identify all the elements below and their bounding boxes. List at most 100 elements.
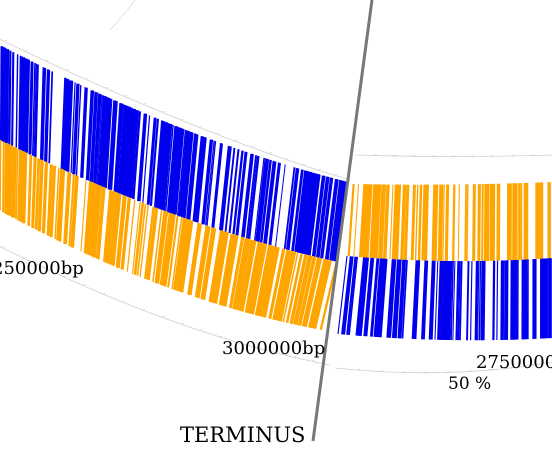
gene-bar-minus-strand — [174, 218, 187, 291]
gene-bar-plus-strand — [430, 260, 436, 340]
tick-mark-outer-left: — — [105, 85, 108, 89]
gene-bar-minus-strand — [120, 197, 132, 270]
gene-bar-plus-strand — [159, 122, 169, 210]
gene-bar-plus-strand — [65, 80, 73, 172]
tick-mark-outer-left: — — [334, 172, 337, 176]
tick-mark-inner-left: — — [123, 299, 126, 303]
gene-bar-plus-strand — [275, 164, 286, 247]
gene-bar-plus-strand — [334, 181, 347, 262]
gene-bar-minus-strand — [103, 189, 112, 262]
gene-bar-minus-strand — [301, 257, 321, 327]
gene-bar-plus-strand — [259, 159, 272, 243]
gene-bar-plus-strand — [206, 141, 217, 226]
gene-bar-minus-strand — [363, 184, 370, 258]
gene-bar-minus-strand — [435, 184, 439, 261]
gene-bar-plus-strand — [331, 180, 345, 262]
gene-bar-minus-strand — [235, 238, 252, 311]
gene-bar-minus-strand — [440, 184, 444, 261]
gene-bar-plus-strand — [194, 136, 207, 223]
gene-bar-minus-strand — [197, 226, 211, 299]
tick-mark-outer-right: — — [452, 154, 455, 158]
tick-mark-outer-left: — — [45, 58, 48, 62]
gene-bar-minus-strand — [5, 143, 10, 215]
gene-bar-plus-strand — [20, 57, 25, 151]
gene-bar-plus-strand — [457, 261, 461, 341]
gene-bar-minus-strand — [200, 227, 214, 300]
tick-mark-inner-left: — — [181, 321, 184, 325]
gene-bar-minus-strand — [111, 193, 122, 266]
tick-mark-outer-left: — — [269, 151, 272, 155]
tick-mark-outer-right: — — [511, 153, 514, 157]
gene-bar-minus-strand — [215, 232, 229, 304]
gene-bar-plus-strand — [296, 171, 309, 253]
gene-bar-plus-strand — [241, 153, 254, 238]
gene-bar-plus-strand — [421, 260, 428, 340]
gene-bar-plus-strand — [363, 257, 372, 337]
gene-bar-minus-strand — [218, 233, 234, 306]
gene-bar-plus-strand — [220, 146, 232, 231]
gene-bar-plus-strand — [39, 67, 45, 160]
gene-bar-plus-strand — [168, 126, 179, 213]
gene-bar-plus-strand — [474, 260, 479, 341]
gene-bar-minus-strand — [36, 158, 41, 231]
gene-bar-plus-strand — [85, 90, 94, 181]
gene-bar-minus-strand — [232, 237, 249, 310]
gene-bar-minus-strand — [248, 242, 264, 314]
tick-mark-inner-left: — — [43, 265, 46, 269]
tick-mark-inner-right: — — [531, 362, 534, 366]
gene-bar-plus-strand — [496, 260, 499, 341]
gene-bar-minus-strand — [80, 179, 87, 252]
gene-bar-plus-strand — [263, 160, 274, 244]
gene-bar-minus-strand — [297, 256, 317, 326]
gene-bar-plus-strand — [477, 260, 480, 341]
gene-bar-minus-strand — [369, 184, 377, 258]
gene-bar-plus-strand — [117, 104, 126, 194]
gene-bar-plus-strand — [1, 46, 5, 142]
gene-bar-minus-strand — [87, 183, 96, 256]
gene-bar-minus-strand — [181, 220, 194, 293]
gene-bar-minus-strand — [161, 213, 172, 286]
gene-bar-minus-strand — [126, 199, 136, 272]
gene-bar-plus-strand — [326, 179, 339, 260]
gene-bar-plus-strand — [423, 260, 429, 340]
gene-bar-plus-strand — [341, 256, 352, 335]
gene-bar-plus-strand — [80, 87, 88, 178]
gene-bar-minus-strand — [410, 184, 416, 261]
gene-bar-minus-strand — [481, 184, 484, 261]
gene-bar-minus-strand — [108, 192, 117, 265]
tick-mark-inner-left: — — [312, 358, 315, 362]
gene-bar-plus-strand — [375, 258, 385, 338]
gene-bar-plus-strand — [428, 260, 434, 340]
gene-bar-plus-strand — [286, 167, 299, 250]
gene-bar-minus-strand — [437, 184, 443, 261]
gene-bar-minus-strand — [92, 185, 102, 258]
gene-bar-minus-strand — [391, 184, 398, 260]
gene-bar-minus-strand — [389, 184, 394, 260]
tick-mark-outer-left: — — [252, 145, 255, 149]
position-label-2750000bp: 2750000b — [476, 352, 552, 373]
tick-mark-outer-left: — — [4, 38, 7, 42]
gene-bar-plus-strand — [114, 103, 124, 193]
gene-bar-plus-strand — [391, 259, 400, 339]
gene-bar-plus-strand — [75, 85, 82, 176]
gene-bar-plus-strand — [413, 260, 421, 340]
gene-bar-minus-strand — [457, 184, 460, 262]
gene-bar-minus-strand — [57, 169, 64, 242]
gene-bar-minus-strand — [89, 183, 97, 256]
gene-bar-minus-strand — [27, 154, 31, 226]
tick-mark-outer-left: — — [163, 110, 166, 114]
gene-bar-plus-strand — [31, 63, 36, 156]
gene-bar-minus-strand — [268, 248, 285, 319]
gene-bar-minus-strand — [107, 191, 116, 264]
gene-bar-plus-strand — [164, 124, 174, 212]
gene-bar-plus-strand — [256, 158, 268, 242]
gene-bar-minus-strand — [364, 184, 372, 258]
gene-bar-plus-strand — [34, 64, 39, 158]
gene-bar-plus-strand — [108, 100, 118, 190]
gene-bar-plus-strand — [88, 90, 95, 181]
gene-bar-plus-strand — [4, 49, 10, 144]
gene-bar-minus-strand — [277, 250, 294, 321]
gene-bar-plus-strand — [18, 55, 22, 150]
gene-bar-minus-strand — [17, 149, 22, 221]
gene-bar-plus-strand — [469, 261, 473, 341]
